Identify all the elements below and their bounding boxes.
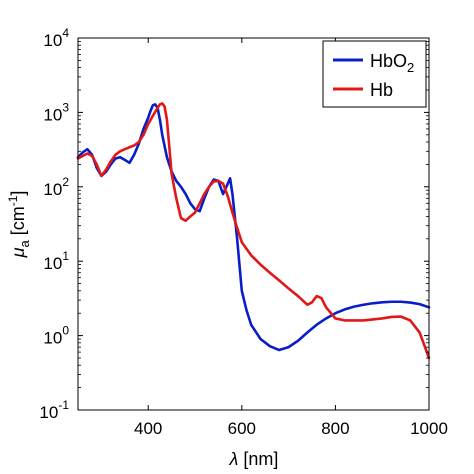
plot-frame: [77, 37, 430, 411]
y-axis-label: μa [cm-1]: [6, 191, 32, 259]
x-tick-label: 800: [321, 419, 349, 438]
series-layer: [76, 102, 431, 360]
legend: HbO2 Hb: [322, 40, 427, 108]
x-tick-label: 600: [228, 419, 256, 438]
legend-label-hb: Hb: [370, 80, 393, 100]
y-tick-label: 10-1: [39, 398, 69, 422]
y-tick-label: 101: [43, 249, 69, 273]
legend-label-hbo2: HbO2: [370, 51, 414, 75]
series-line-hb: [76, 102, 431, 360]
series-line-hbo2: [76, 103, 431, 352]
x-axis-label: λ [nm]: [229, 449, 279, 469]
y-tick-label: 100: [43, 324, 69, 348]
legend-box: [322, 40, 427, 108]
y-tick-label: 103: [43, 100, 69, 124]
x-tick-label: 1000: [410, 419, 448, 438]
y-tick-label: 104: [43, 26, 69, 50]
x-tick-label: 400: [134, 419, 162, 438]
y-tick-label: 102: [43, 175, 69, 199]
tick-layer: 400 600 800 1000 10-1 100 101 102 103 104: [39, 26, 448, 438]
